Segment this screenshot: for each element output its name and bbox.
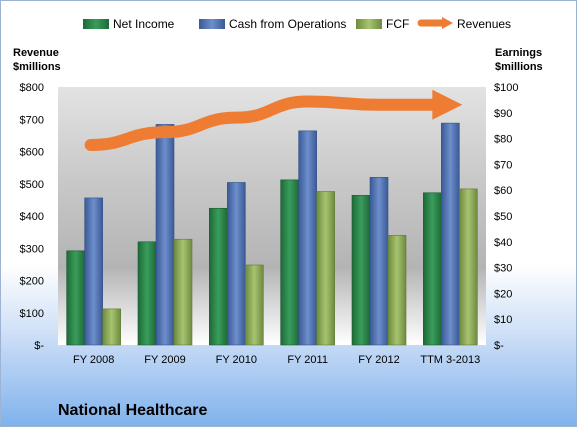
left-tick-label: $100 <box>20 308 44 320</box>
right-tick-label: $20 <box>494 288 512 300</box>
left-tick-label: $500 <box>20 179 44 191</box>
revenue-arrowhead <box>432 89 463 120</box>
left-tick-label: $400 <box>20 211 44 223</box>
bar-cash-from-operations <box>369 177 389 346</box>
left-tick-label: $800 <box>20 82 44 94</box>
right-tick-label: $50 <box>494 211 512 223</box>
bar-net-income <box>209 207 228 346</box>
bar-net-income <box>66 250 85 346</box>
right-tick-label: $60 <box>494 185 512 197</box>
bar-cash-from-operations <box>84 197 103 346</box>
right-tick-label: $- <box>494 340 504 352</box>
bar-fcf <box>102 308 121 346</box>
legend-swatch-cash-ops <box>199 19 225 29</box>
right-axis-title-line1: Earnings <box>495 47 542 59</box>
bar-fcf <box>387 235 407 346</box>
left-axis-ticks: $- $100 $200 $300 $400 $500 $600 $700 $800 <box>20 82 45 352</box>
bar-net-income <box>423 192 442 346</box>
left-axis-title-line2: $millions <box>13 61 61 73</box>
legend-label-fcf: FCF <box>386 17 409 31</box>
bar-net-income <box>351 195 371 346</box>
plot-area <box>58 87 486 345</box>
legend-label-revenues: Revenues <box>457 17 511 31</box>
bar-fcf <box>173 238 193 346</box>
left-tick-label: $300 <box>20 243 44 255</box>
bars-group <box>66 122 478 346</box>
category-labels: FY 2008 FY 2009 FY 2010 FY 2011 FY 2012 TTM 3… <box>73 354 480 366</box>
right-tick-label: $10 <box>494 314 512 326</box>
right-tick-label: $90 <box>494 108 512 120</box>
category-label: FY 2008 <box>73 354 114 366</box>
bar-fcf <box>245 264 264 346</box>
left-axis-title-line1: Revenue <box>13 47 59 59</box>
legend: Net Income Cash from Operations FCF Reve… <box>83 17 511 31</box>
category-label: TTM 3-2013 <box>420 354 480 366</box>
right-tick-label: $70 <box>494 159 512 171</box>
category-label: FY 2011 <box>287 354 328 366</box>
legend-swatch-revenues-arrowhead <box>442 17 453 29</box>
bar-fcf <box>459 188 478 346</box>
left-tick-label: $600 <box>20 147 44 159</box>
category-label: FY 2010 <box>216 354 257 366</box>
right-tick-label: $30 <box>494 263 512 275</box>
left-tick-label: $200 <box>20 276 44 288</box>
right-axis-ticks: $- $10 $20 $30 $40 $50 $60 $70 $80 $90 $100 <box>494 82 518 352</box>
left-tick-label: $- <box>34 340 44 352</box>
right-axis-title-line2: $millions <box>495 61 543 73</box>
legend-swatch-fcf <box>356 19 382 29</box>
revenue-line <box>84 95 447 152</box>
legend-label-net-income: Net Income <box>113 17 175 31</box>
right-tick-label: $40 <box>494 237 512 249</box>
left-tick-label: $700 <box>20 114 44 126</box>
legend-swatch-net-income <box>83 19 109 29</box>
bar-fcf <box>316 191 335 346</box>
bar-net-income <box>137 241 157 346</box>
right-tick-label: $100 <box>494 82 518 94</box>
bar-net-income <box>280 179 299 346</box>
category-label: FY 2012 <box>358 354 399 366</box>
right-tick-label: $80 <box>494 134 512 146</box>
revenue-arrow-group <box>84 89 463 152</box>
bar-cash-from-operations <box>227 182 246 346</box>
company-name: National Healthcare <box>58 402 207 419</box>
bar-cash-from-operations <box>155 124 175 346</box>
bar-cash-from-operations <box>298 130 317 346</box>
legend-label-cash-ops: Cash from Operations <box>229 17 346 31</box>
category-label: FY 2009 <box>144 354 185 366</box>
bar-cash-from-operations <box>441 122 460 346</box>
